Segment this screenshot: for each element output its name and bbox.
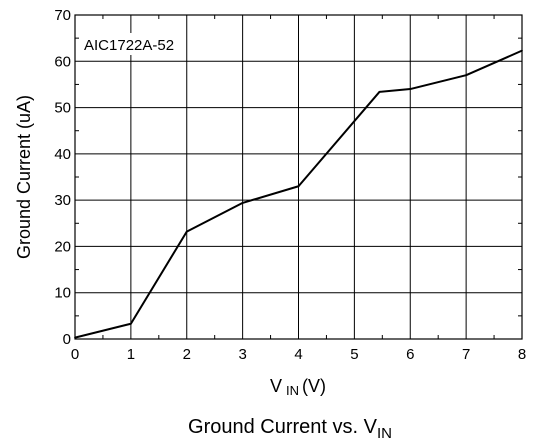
data-point <box>297 185 300 188</box>
x-tick-label: 3 <box>238 346 246 363</box>
y-tick-labels: 0 10 20 30 40 50 60 70 <box>54 7 71 348</box>
data-point <box>465 74 467 76</box>
y-tick-label: 30 <box>54 192 71 209</box>
x-axis-title-main: V <box>270 376 282 396</box>
y-tick-label: 60 <box>54 53 71 70</box>
chart-caption-sub: IN <box>377 425 392 441</box>
y-tick-label: 70 <box>54 7 71 24</box>
grid <box>74 14 523 340</box>
data-point <box>378 91 381 93</box>
data-point <box>74 336 76 339</box>
data-point <box>521 49 523 52</box>
x-tick-label: 5 <box>350 346 358 363</box>
chart-caption-main: Ground Current vs. V <box>188 416 378 438</box>
chart-annotation: AIC1722A-52 <box>84 37 174 54</box>
chart-caption: Ground Current vs. VIN <box>188 416 392 441</box>
y-tick-label: 20 <box>54 238 71 255</box>
x-tick-label: 6 <box>406 346 414 363</box>
x-tick-label: 0 <box>71 346 79 363</box>
x-axis-title-sub: IN <box>286 383 299 398</box>
y-axis-title: Ground Current (uA) <box>14 95 34 259</box>
minor-ticks <box>75 15 522 339</box>
x-tick-label: 8 <box>518 346 526 363</box>
plot-frame <box>74 14 523 340</box>
x-axis-title-unit: (V) <box>302 376 326 396</box>
data-point <box>241 202 244 204</box>
x-tick-label: 1 <box>127 346 135 363</box>
x-axis-title: V IN (V) <box>270 376 326 398</box>
x-tick-labels: 0 1 2 3 4 5 6 7 8 <box>71 346 526 363</box>
annotation-background <box>80 33 186 55</box>
data-point <box>130 322 132 325</box>
x-tick-label: 7 <box>462 346 470 363</box>
y-tick-label: 10 <box>54 285 71 302</box>
data-point <box>409 88 412 90</box>
data-point <box>185 230 188 233</box>
y-tick-label: 0 <box>63 331 71 348</box>
y-tick-label: 40 <box>54 146 71 163</box>
x-tick-label: 4 <box>294 346 302 363</box>
x-tick-label: 2 <box>183 346 191 363</box>
y-tick-label: 50 <box>54 100 71 117</box>
series-layer <box>74 49 523 339</box>
